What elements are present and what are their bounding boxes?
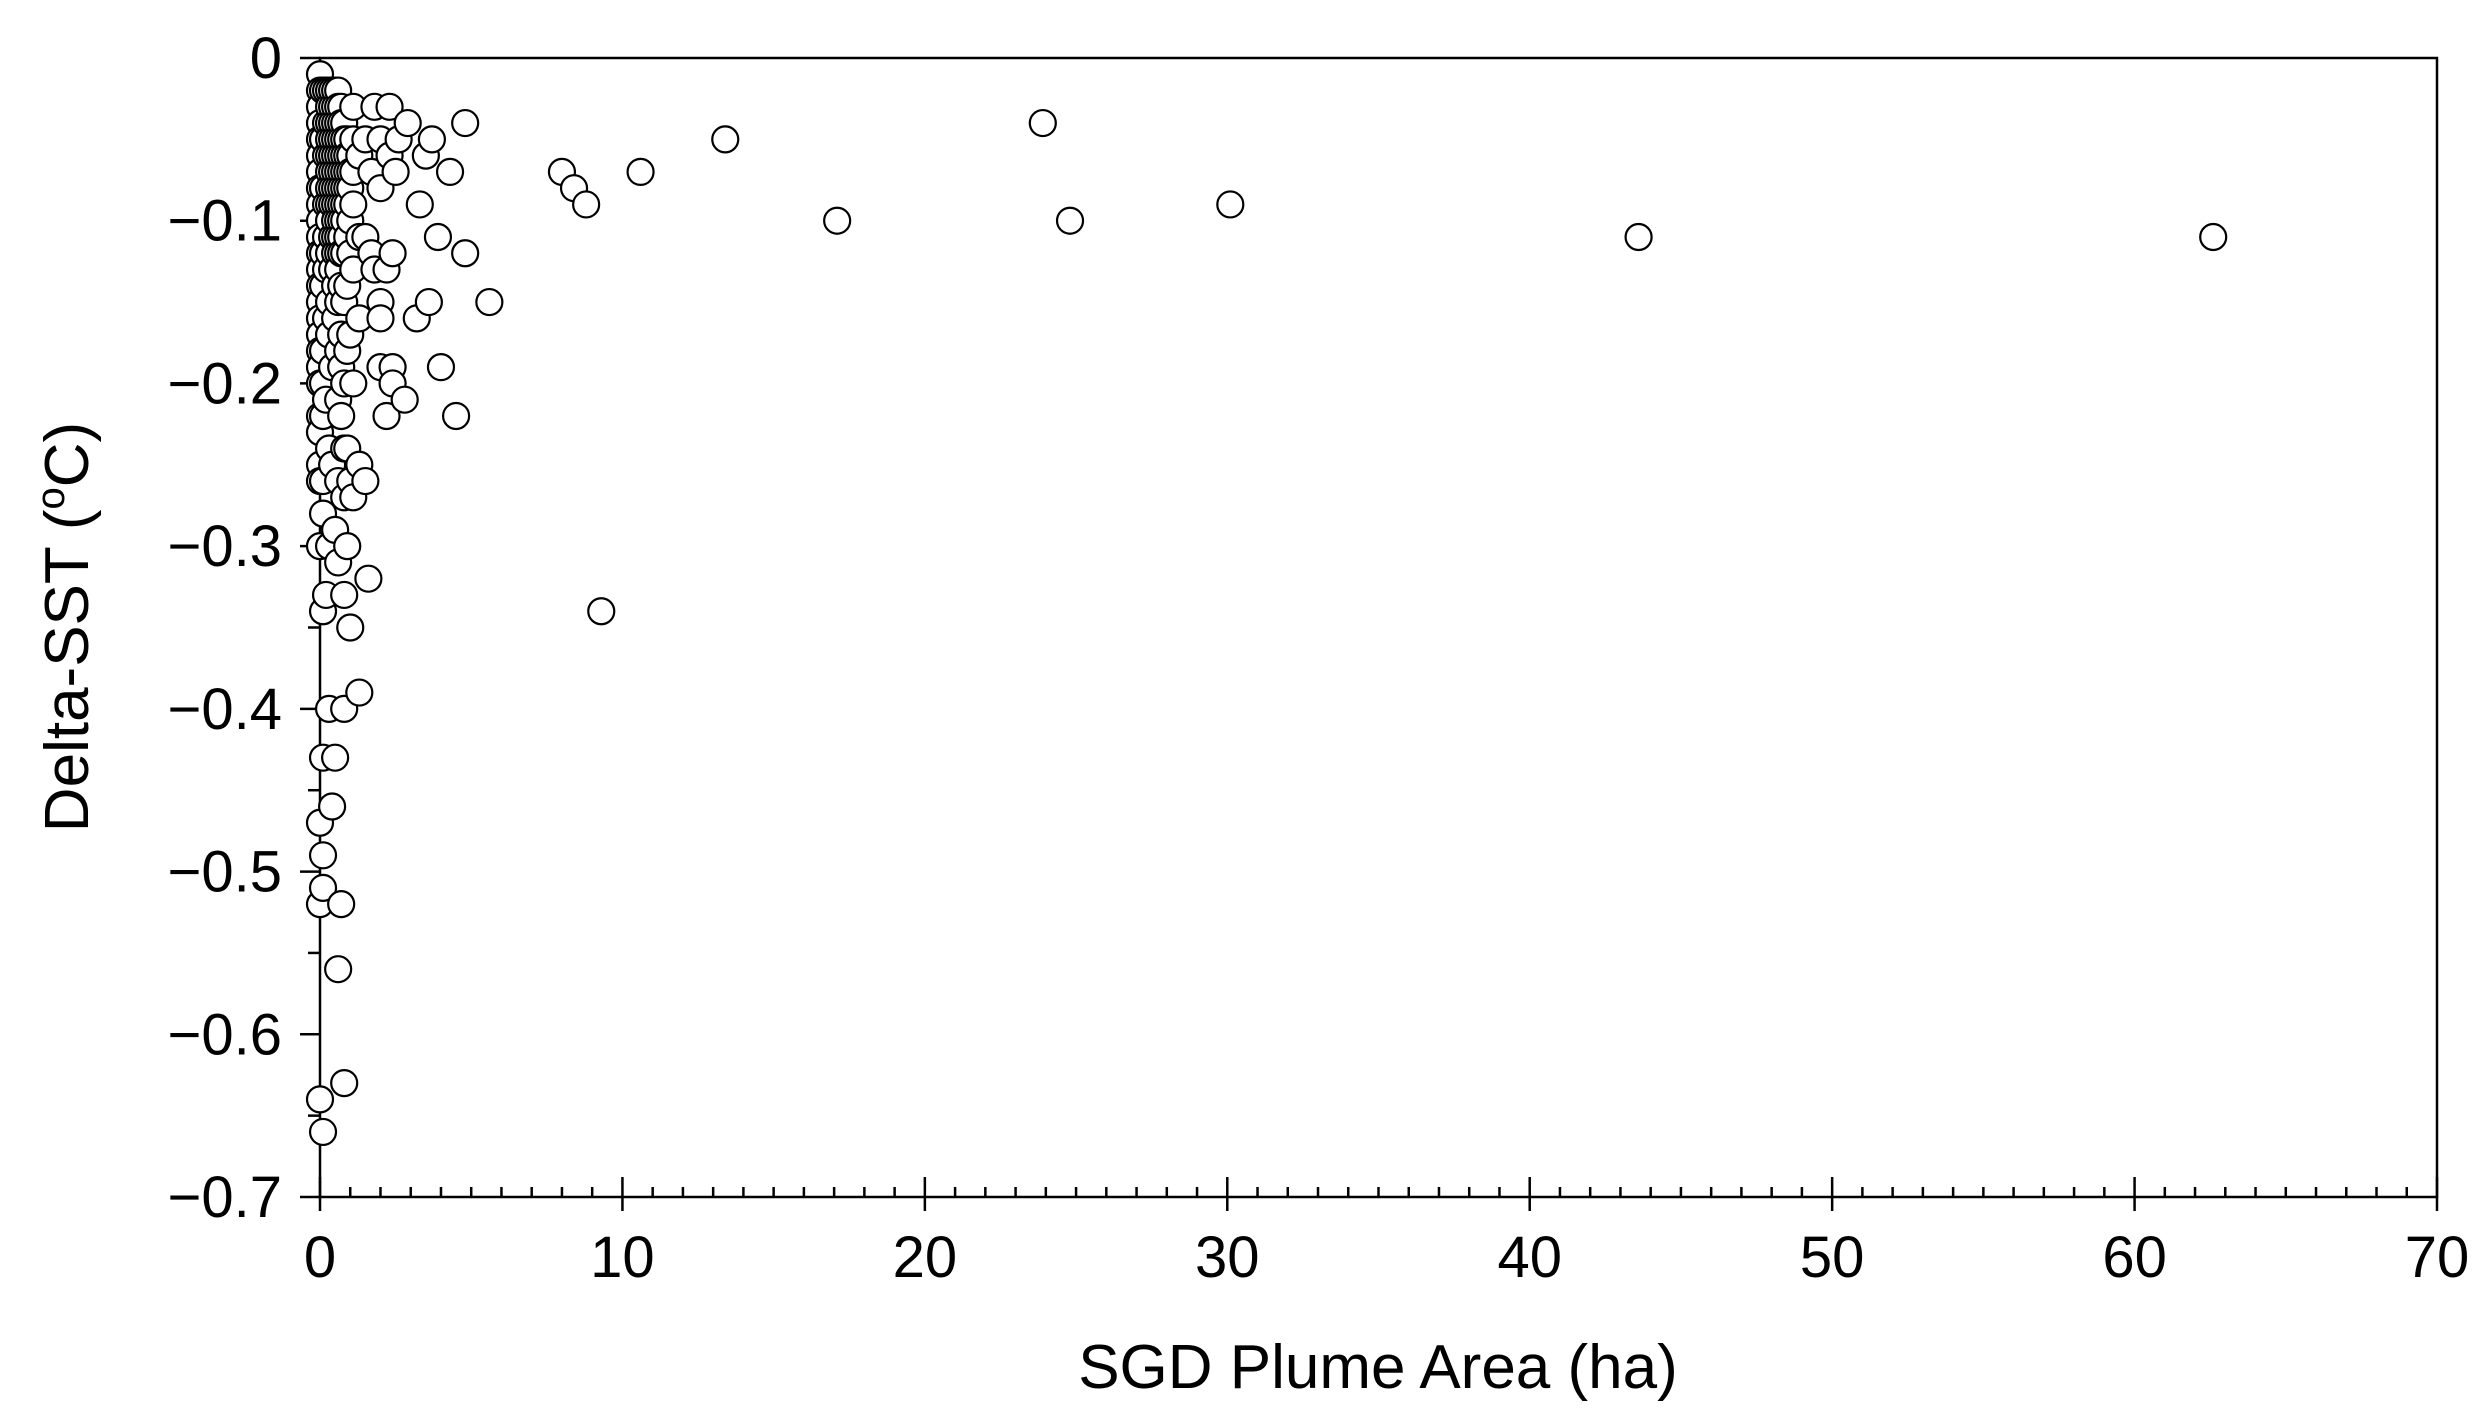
scatter-point (2199, 222, 2228, 252)
scatter-point (1028, 108, 1057, 138)
y-axis-title-text: Delta-SST ( (33, 509, 102, 832)
scatter-point (405, 190, 434, 219)
scatter-point (414, 287, 443, 317)
scatter-point (345, 678, 374, 707)
scatter-point (1055, 206, 1085, 235)
scatter-point (393, 108, 422, 138)
scatter-point (366, 304, 395, 333)
x-tick-label: 0 (304, 1225, 336, 1290)
x-tick-label: 10 (590, 1225, 655, 1290)
y-tick-label: −0.3 (168, 514, 283, 579)
y-tick-label: −0.5 (168, 840, 283, 905)
scatter-point (305, 1085, 335, 1114)
y-axis-title: Delta-SST (oC) (29, 422, 102, 832)
scatter-point (317, 792, 347, 821)
scatter-point (339, 369, 368, 398)
y-tick-label: 0 (250, 26, 282, 91)
scatter-point (330, 1068, 359, 1098)
scatter-point (390, 385, 419, 414)
scatter-point (572, 190, 601, 219)
x-tick-label: 20 (893, 1225, 958, 1290)
scatter-point (339, 190, 368, 219)
scatter-point (435, 157, 465, 186)
scatter-point (426, 353, 456, 382)
x-axis-tick-labels: 0 10 20 30 40 50 60 70 (304, 1225, 2469, 1290)
x-axis-ticks (318, 1177, 2439, 1211)
scatter-point (451, 108, 480, 138)
scatter-point (327, 890, 356, 919)
y-tick-label: −0.6 (168, 1002, 283, 1067)
scatter-point (327, 401, 356, 431)
plot-area-border (318, 56, 2439, 1199)
x-axis-title: SGD Plume Area (ha) (1078, 1333, 1678, 1402)
scatter-point (351, 466, 380, 496)
scatter-point (823, 206, 852, 235)
scatter-point (354, 564, 383, 593)
y-axis-title-superscript: o (29, 487, 73, 509)
scatter-point (587, 597, 616, 626)
y-axis-tick-labels: 0 −0.1 −0.2 −0.3 −0.4 −0.5 −0.6 −0.7 (168, 26, 283, 1230)
scatter-point (372, 401, 401, 431)
scatter-point (626, 157, 655, 186)
scatter-point (333, 532, 362, 561)
scatter-point (475, 287, 504, 317)
x-tick-label: 50 (1800, 1225, 1865, 1290)
scatter-point (381, 157, 410, 186)
scatter-point (375, 92, 404, 121)
scatter-point (330, 580, 359, 610)
scatter-point (423, 222, 453, 252)
scatter-point (308, 1117, 338, 1147)
y-tick-label: −0.1 (168, 189, 283, 254)
scatter-point (711, 125, 740, 154)
x-tick-label: 40 (1497, 1225, 1562, 1290)
y-axis-title-unit: C) (33, 422, 102, 487)
scatter-point (378, 239, 407, 268)
x-tick-label: 70 (2405, 1225, 2470, 1290)
scatter-point (308, 873, 338, 902)
scatter-point (336, 613, 365, 642)
scatter-point (308, 841, 338, 870)
y-tick-label: −0.2 (168, 351, 283, 416)
scatter-point (1216, 190, 1245, 219)
scatter-point (324, 955, 353, 984)
plot-frame (318, 56, 2439, 1199)
scatter-point (1624, 222, 1653, 252)
scatter-point (321, 743, 350, 772)
x-tick-label: 30 (1195, 1225, 1260, 1290)
scatter-point (417, 125, 446, 154)
y-tick-label: −0.7 (168, 1165, 283, 1230)
scatter-point (451, 239, 480, 268)
x-tick-label: 60 (2102, 1225, 2167, 1290)
scatter-point (441, 401, 471, 431)
data-points (305, 60, 2228, 1147)
y-tick-label: −0.4 (168, 677, 283, 742)
